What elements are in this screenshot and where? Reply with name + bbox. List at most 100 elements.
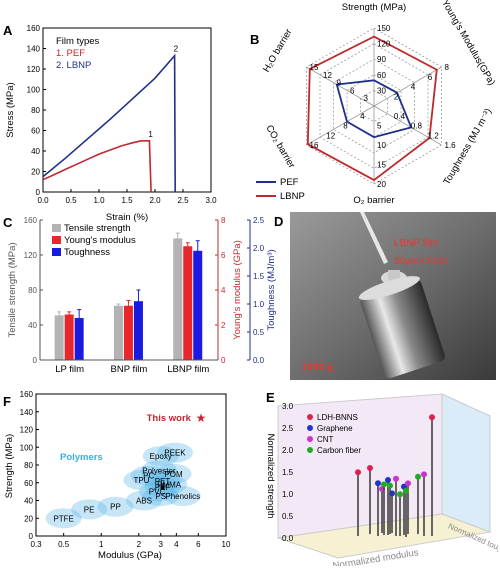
panel-b-tick-label: 15 bbox=[310, 63, 319, 72]
panel-b-tick-label: 4 bbox=[411, 83, 416, 92]
panel-c-category-label: LP film bbox=[55, 364, 84, 375]
panel-f-material-label: Phenolics bbox=[165, 492, 200, 501]
panel-b-axis-h2o: H₂O barrier bbox=[261, 27, 295, 74]
panel-c-tick-label: 0 bbox=[221, 356, 226, 365]
panel-e-chart: E 0.0 0.5 1.0 1.5 2.0 2.5 3.0 Normalized stren… bbox=[265, 390, 498, 566]
panel-b-axis-modulus: Young's Modulus(GPa) bbox=[439, 0, 497, 88]
panel-a-series-line bbox=[42, 53, 176, 193]
panel-c-tick-label: 2.5 bbox=[253, 216, 265, 225]
panel-e-legend-label: LDH-BNNS bbox=[317, 413, 358, 422]
panel-b-tick-label: 0.8 bbox=[411, 122, 423, 131]
panel-letter-e: E bbox=[266, 390, 275, 405]
panel-f-ytick-label: 60 bbox=[24, 479, 33, 488]
panel-e-zlabel: Normalized strength bbox=[265, 433, 276, 518]
panel-c-tick-label: 0 bbox=[33, 356, 38, 365]
panel-e-point bbox=[405, 480, 411, 487]
panel-f-material-region bbox=[45, 508, 82, 529]
panel-c-legend-strength-swatch bbox=[52, 224, 61, 232]
panel-a-xtick-label: 0.5 bbox=[65, 196, 77, 205]
panel-c-tick-label: 6 bbox=[221, 251, 226, 260]
panel-b-axis-spoke bbox=[306, 105, 375, 146]
panel-c-tick-label: 1.5 bbox=[253, 272, 265, 281]
panel-a-xtick-label: 0.0 bbox=[37, 196, 49, 205]
panel-c-bar bbox=[193, 250, 203, 360]
panel-f-material-label: PET bbox=[155, 477, 171, 486]
panel-f-material-label: PS bbox=[155, 492, 166, 501]
panel-e-point bbox=[381, 481, 387, 488]
panel-e-point bbox=[393, 475, 399, 482]
panel-c-ylabel: Tensile strength (MPa) bbox=[7, 242, 18, 337]
panel-f-highlight-label: This work bbox=[147, 413, 192, 424]
panel-c-legend-modulus: Young's modulus bbox=[64, 235, 136, 246]
panel-d-film-strip bbox=[360, 212, 388, 264]
panel-e-point bbox=[367, 465, 373, 471]
panel-f-material-region bbox=[144, 470, 181, 491]
panel-f-material-label: PTFE bbox=[53, 514, 73, 523]
panel-b-axis-co2: CO₂ barrier bbox=[263, 123, 297, 170]
panel-e-point bbox=[385, 477, 391, 483]
panel-f-material-label: PEEK bbox=[164, 449, 186, 458]
panel-d-film-label: LBNP film bbox=[394, 238, 439, 249]
panel-b-tick-label: 10 bbox=[377, 141, 386, 150]
panel-e-side-wall bbox=[441, 393, 491, 533]
panel-e-ztick-label: 1.5 bbox=[282, 468, 294, 477]
panel-a-xtick-label: 2.5 bbox=[177, 196, 189, 205]
panel-b-radar: B 30609012015024680.40.81.21.65101520481… bbox=[250, 0, 497, 205]
panel-b-tick-label: 8 bbox=[343, 122, 348, 131]
panel-d-photo: LBNP film 50μm×2mm 1000 g bbox=[290, 212, 496, 380]
panel-f-polymers-label: Polymers bbox=[60, 452, 103, 463]
panel-e-point bbox=[387, 482, 393, 489]
panel-a-series-end-label: 1 bbox=[148, 130, 153, 139]
panel-f-material-region bbox=[139, 481, 176, 502]
panel-c-tick-label: 4 bbox=[221, 286, 226, 295]
panel-f-ytick-label: 100 bbox=[20, 443, 34, 452]
panel-a-ytick-label: 60 bbox=[31, 127, 40, 136]
panel-f-material-region bbox=[123, 470, 160, 491]
panel-b-tick-label: 2 bbox=[394, 92, 399, 101]
panel-letter-f: F bbox=[3, 394, 11, 409]
panel-c-bar bbox=[133, 301, 143, 360]
panel-b-tick-label: 8 bbox=[445, 63, 450, 72]
panel-b-tick-label: 15 bbox=[377, 161, 386, 170]
panel-a-ytick-label: 20 bbox=[31, 168, 40, 177]
panel-f-ytick-label: 80 bbox=[24, 461, 33, 470]
panel-a-series-end-label: 2 bbox=[174, 45, 179, 54]
panel-a-ytick-label: 80 bbox=[31, 106, 40, 115]
panel-f-material-region bbox=[71, 499, 108, 520]
panel-b-axis-spoke bbox=[306, 66, 375, 107]
panel-b-tick-label: 9 bbox=[337, 79, 342, 88]
panel-letter-c: C bbox=[3, 215, 13, 230]
panel-c-tick-label: 2.0 bbox=[253, 244, 265, 253]
panel-c-tick-label: 0.5 bbox=[253, 328, 265, 337]
panel-a-xtick-label: 2.0 bbox=[149, 196, 161, 205]
panel-f-xtick-label: 0.5 bbox=[58, 540, 70, 549]
panel-c-legend-toughness-swatch bbox=[52, 248, 61, 256]
panel-c-tick-label: 0.0 bbox=[253, 356, 265, 365]
panel-f-material-label: TPU bbox=[133, 476, 149, 485]
panel-f-pef-marker bbox=[160, 485, 165, 490]
panel-d-weight bbox=[360, 279, 445, 379]
panel-f-xtick-label: 4 bbox=[174, 540, 179, 549]
panel-a-ytick-label: 0 bbox=[36, 188, 41, 197]
panel-b-legend-pef: PEF bbox=[280, 177, 299, 188]
panel-e-point bbox=[429, 414, 435, 421]
panel-c-tick-label: 2 bbox=[221, 321, 226, 330]
panel-letter-b: B bbox=[250, 32, 259, 47]
panel-d-photo-art bbox=[290, 212, 496, 380]
panel-b-series-polygon bbox=[306, 35, 438, 182]
panel-b-tick-label: 1.6 bbox=[445, 141, 457, 150]
panel-b-axis-spoke bbox=[373, 105, 442, 146]
panel-f-star-icon: ★ bbox=[196, 411, 207, 425]
panel-c-category-label: LBNP film bbox=[167, 364, 209, 375]
panel-c-bar bbox=[64, 314, 74, 360]
panel-d-size-label: 50μm×2mm bbox=[394, 256, 448, 267]
panel-a-ytick-label: 40 bbox=[31, 147, 40, 156]
panel-f-material-region bbox=[151, 474, 188, 495]
panel-b-tick-label: 6 bbox=[428, 73, 433, 82]
panel-b-axis-spoke bbox=[373, 66, 442, 107]
panel-c-bar bbox=[74, 318, 84, 360]
panel-e-ztick-label: 0.5 bbox=[282, 512, 294, 521]
panel-f-material-label: PC bbox=[143, 472, 154, 481]
panel-f-polymer-region bbox=[45, 442, 201, 529]
panel-b-tick-label: 20 bbox=[377, 180, 386, 189]
